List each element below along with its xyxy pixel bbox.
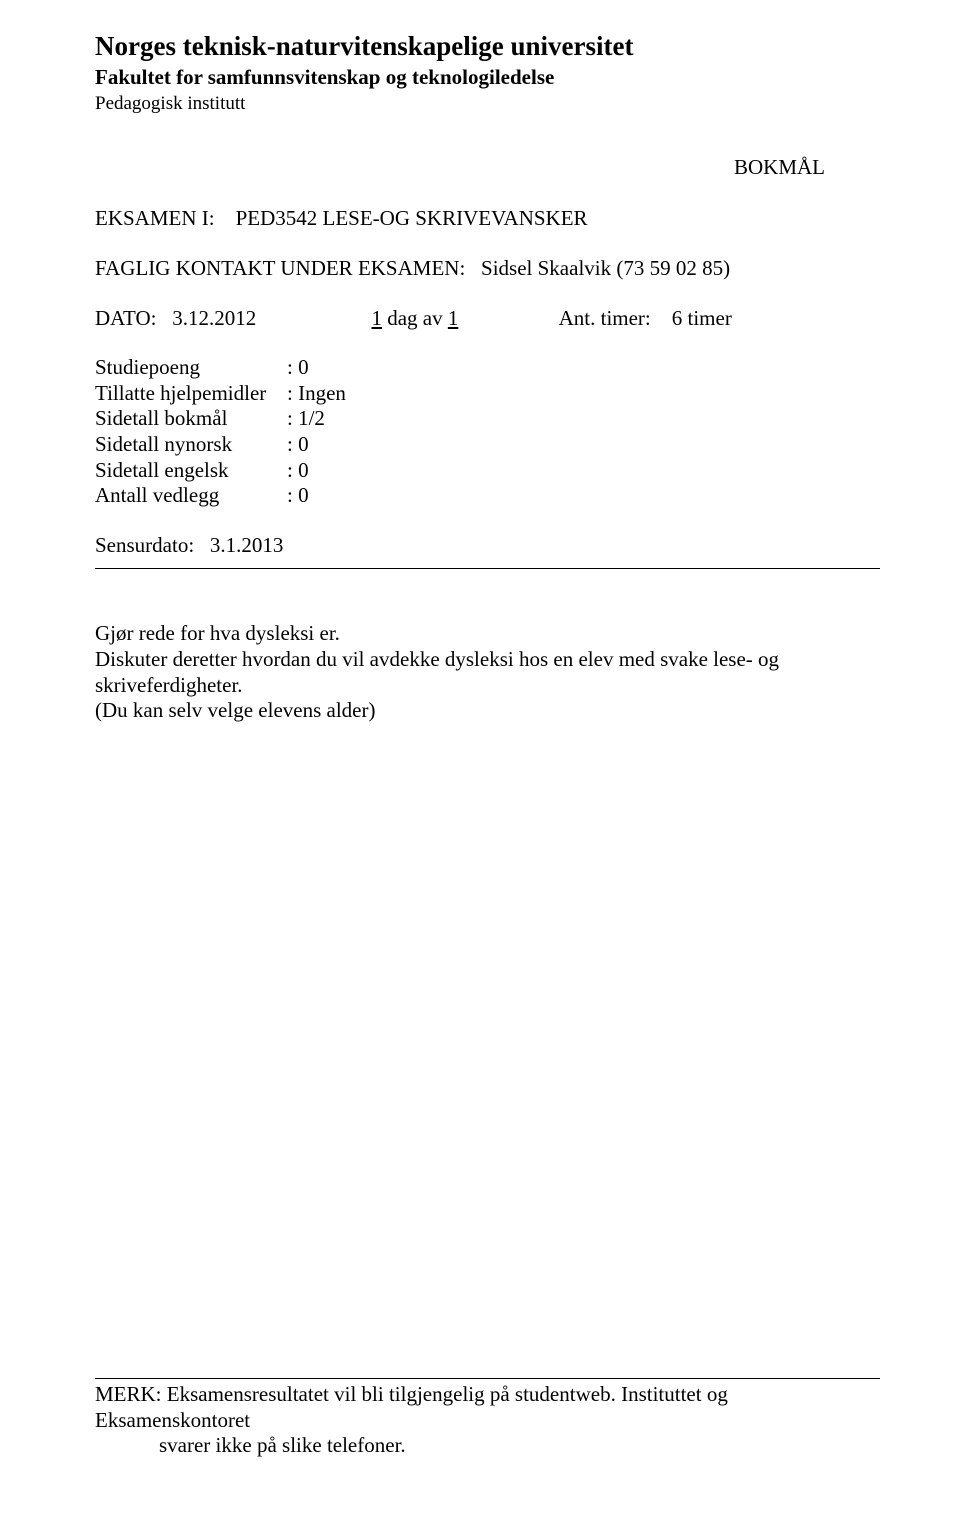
meta-value: : 0: [287, 483, 309, 509]
footer: MERK: Eksamensresultatet vil bli tilgjen…: [95, 1378, 880, 1459]
sensur-line: Sensurdato: 3.1.2013: [95, 533, 880, 559]
divider: [95, 568, 880, 569]
faculty-name: Fakultet for samfunnsvitenskap og teknol…: [95, 65, 880, 91]
meta-label: Sidetall engelsk: [95, 458, 287, 484]
meta-row: Tillatte hjelpemidler : Ingen: [95, 381, 880, 407]
footer-line-1: MERK: Eksamensresultatet vil bli tilgjen…: [95, 1382, 728, 1432]
task-line-2: Diskuter deretter hvordan du vil avdekke…: [95, 647, 880, 698]
ant-value: 6 timer: [672, 306, 732, 330]
exam-code-title: PED3542 LESE-OG SKRIVEVANSKER: [236, 206, 588, 230]
meta-value: : Ingen: [287, 381, 346, 407]
day-total: 1: [448, 306, 459, 330]
ant-label: Ant. timer:: [559, 306, 651, 330]
contact-label: FAGLIG KONTAKT UNDER EKSAMEN:: [95, 256, 465, 280]
contact-person: Sidsel Skaalvik (73 59 02 85): [481, 256, 730, 280]
meta-label: Sidetall nynorsk: [95, 432, 287, 458]
meta-value: : 0: [287, 458, 309, 484]
day-num: 1: [371, 306, 382, 330]
meta-row: Studiepoeng : 0: [95, 355, 880, 381]
meta-value: : 0: [287, 432, 309, 458]
language-tag: BOKMÅL: [95, 155, 880, 181]
meta-value: : 1/2: [287, 406, 325, 432]
meta-label: Tillatte hjelpemidler: [95, 381, 287, 407]
footer-line-2: svarer ikke på slike telefoner.: [95, 1433, 880, 1459]
institute-name: Pedagogisk institutt: [95, 92, 880, 115]
date-label: DATO:: [95, 306, 156, 330]
exam-line: EKSAMEN I: PED3542 LESE-OG SKRIVEVANSKER: [95, 206, 880, 232]
meta-row: Sidetall nynorsk : 0: [95, 432, 880, 458]
meta-row: Sidetall engelsk : 0: [95, 458, 880, 484]
meta-value: : 0: [287, 355, 309, 381]
day-mid: dag av: [382, 306, 448, 330]
meta-row: Sidetall bokmål : 1/2: [95, 406, 880, 432]
exam-label: EKSAMEN I:: [95, 206, 215, 230]
meta-label: Sidetall bokmål: [95, 406, 287, 432]
date-line: DATO: 3.12.2012 1 dag av 1 Ant. timer: 6…: [95, 306, 880, 332]
footer-divider: [95, 1378, 880, 1379]
contact-line: FAGLIG KONTAKT UNDER EKSAMEN: Sidsel Ska…: [95, 256, 880, 282]
university-name: Norges teknisk-naturvitenskapelige unive…: [95, 30, 880, 63]
sensur-label: Sensurdato:: [95, 533, 194, 557]
document-header: Norges teknisk-naturvitenskapelige unive…: [95, 30, 880, 115]
day-of: 1 dag av 1: [371, 306, 463, 330]
footer-text: MERK: Eksamensresultatet vil bli tilgjen…: [95, 1382, 880, 1459]
meta-table: Studiepoeng : 0 Tillatte hjelpemidler : …: [95, 355, 880, 509]
sensur-value: 3.1.2013: [210, 533, 284, 557]
date-value: 3.12.2012: [172, 306, 256, 330]
meta-label: Studiepoeng: [95, 355, 287, 381]
ant-timer: Ant. timer: 6 timer: [559, 306, 732, 330]
meta-row: Antall vedlegg : 0: [95, 483, 880, 509]
task-line-3: (Du kan selv velge elevens alder): [95, 698, 880, 724]
task-line-1: Gjør rede for hva dysleksi er.: [95, 621, 880, 647]
task-text: Gjør rede for hva dysleksi er. Diskuter …: [95, 621, 880, 723]
meta-label: Antall vedlegg: [95, 483, 287, 509]
